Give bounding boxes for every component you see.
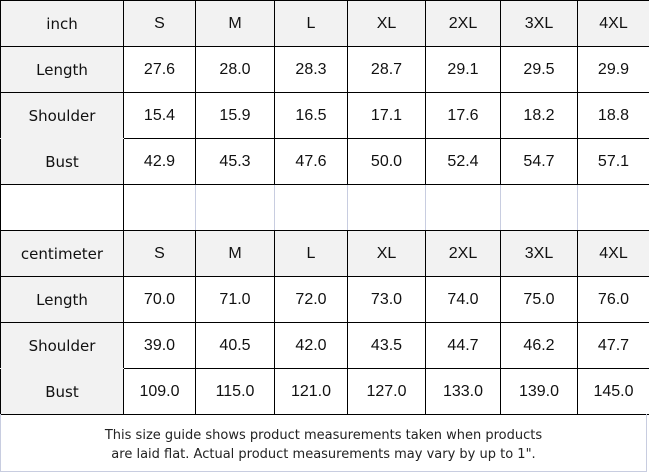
size-header-xl: XL xyxy=(347,0,426,47)
note-line-2: are laid flat. Actual product measuremen… xyxy=(111,447,536,462)
measurement-value: 47.6 xyxy=(274,138,348,185)
measurement-value: 28.3 xyxy=(274,46,348,93)
measurement-value: 42.9 xyxy=(123,138,196,185)
measurement-value: 57.1 xyxy=(577,138,649,185)
measurement-value: 121.0 xyxy=(274,368,348,415)
empty-cell xyxy=(425,184,501,231)
measurement-row-shoulder: Shoulder 39.0 40.5 42.0 43.5 44.7 46.2 47.7 xyxy=(0,322,649,369)
measurement-value: 29.1 xyxy=(425,46,501,93)
measurement-value: 29.5 xyxy=(500,46,578,93)
measurement-value: 109.0 xyxy=(123,368,196,415)
empty-cell xyxy=(195,184,275,231)
header-row: inch S M L XL 2XL 3XL 4XL xyxy=(0,0,649,47)
measurement-value: 28.0 xyxy=(195,46,275,93)
measurement-value: 133.0 xyxy=(425,368,501,415)
measurement-value: 145.0 xyxy=(577,368,649,415)
measurement-value: 18.8 xyxy=(577,92,649,139)
size-header-s: S xyxy=(123,0,196,47)
measurement-value: 42.0 xyxy=(274,322,348,369)
empty-cell xyxy=(123,184,196,231)
note-line-1: This size guide shows product measuremen… xyxy=(104,428,543,443)
empty-cell xyxy=(347,184,426,231)
measurement-value: 54.7 xyxy=(500,138,578,185)
empty-cell xyxy=(274,184,348,231)
measurement-value: 76.0 xyxy=(577,276,649,323)
measurement-row-length: Length 27.6 28.0 28.3 28.7 29.1 29.5 29.9 xyxy=(0,46,649,93)
row-label: Shoulder xyxy=(0,92,124,139)
size-header-l: L xyxy=(274,230,348,277)
measurement-row-bust: Bust 109.0 115.0 121.0 127.0 133.0 139.0 145.0 xyxy=(0,368,649,415)
measurement-value: 43.5 xyxy=(347,322,426,369)
measurement-value: 44.7 xyxy=(425,322,501,369)
measurement-value: 52.4 xyxy=(425,138,501,185)
measurement-row-length: Length 70.0 71.0 72.0 73.0 74.0 75.0 76.0 xyxy=(0,276,649,323)
measurement-value: 40.5 xyxy=(195,322,275,369)
size-guide-note: This size guide shows product measuremen… xyxy=(0,414,647,472)
measurement-value: 29.9 xyxy=(577,46,649,93)
measurement-value: 15.9 xyxy=(195,92,275,139)
spacer-row xyxy=(0,184,649,231)
measurement-value: 27.6 xyxy=(123,46,196,93)
measurement-value: 17.6 xyxy=(425,92,501,139)
size-header-2xl: 2XL xyxy=(425,0,501,47)
measurement-value: 139.0 xyxy=(500,368,578,415)
measurement-value: 72.0 xyxy=(274,276,348,323)
size-header-l: L xyxy=(274,0,348,47)
measurement-value: 28.7 xyxy=(347,46,426,93)
measurement-value: 50.0 xyxy=(347,138,426,185)
unit-label: centimeter xyxy=(0,230,124,277)
measurement-value: 74.0 xyxy=(425,276,501,323)
measurement-value: 47.7 xyxy=(577,322,649,369)
measurement-value: 115.0 xyxy=(195,368,275,415)
measurement-row-bust: Bust 42.9 45.3 47.6 50.0 52.4 54.7 57.1 xyxy=(0,138,649,185)
row-label: Bust xyxy=(0,138,124,185)
measurement-value: 18.2 xyxy=(500,92,578,139)
measurement-value: 75.0 xyxy=(500,276,578,323)
empty-cell xyxy=(500,184,578,231)
row-label: Length xyxy=(0,276,124,323)
empty-cell xyxy=(577,184,649,231)
size-chart-table: inch S M L XL 2XL 3XL 4XL Length 27.6 28.0 28.3 28.7… xyxy=(0,0,649,415)
size-header-m: M xyxy=(195,230,275,277)
size-header-m: M xyxy=(195,0,275,47)
measurement-value: 73.0 xyxy=(347,276,426,323)
size-header-s: S xyxy=(123,230,196,277)
measurement-value: 127.0 xyxy=(347,368,426,415)
measurement-value: 71.0 xyxy=(195,276,275,323)
row-label: Length xyxy=(0,46,124,93)
header-row: centimeter S M L XL 2XL 3XL 4XL xyxy=(0,230,649,277)
unit-label: inch xyxy=(0,0,124,47)
size-header-4xl: 4XL xyxy=(577,0,649,47)
measurement-value: 17.1 xyxy=(347,92,426,139)
size-header-xl: XL xyxy=(347,230,426,277)
size-header-3xl: 3XL xyxy=(500,230,578,277)
measurement-value: 39.0 xyxy=(123,322,196,369)
row-label: Shoulder xyxy=(0,322,124,369)
empty-cell xyxy=(0,184,124,231)
measurement-value: 70.0 xyxy=(123,276,196,323)
size-header-4xl: 4XL xyxy=(577,230,649,277)
measurement-value: 45.3 xyxy=(195,138,275,185)
measurement-value: 46.2 xyxy=(500,322,578,369)
row-label: Bust xyxy=(0,368,124,415)
size-header-2xl: 2XL xyxy=(425,230,501,277)
measurement-value: 16.5 xyxy=(274,92,348,139)
measurement-row-shoulder: Shoulder 15.4 15.9 16.5 17.1 17.6 18.2 18.8 xyxy=(0,92,649,139)
size-header-3xl: 3XL xyxy=(500,0,578,47)
measurement-value: 15.4 xyxy=(123,92,196,139)
